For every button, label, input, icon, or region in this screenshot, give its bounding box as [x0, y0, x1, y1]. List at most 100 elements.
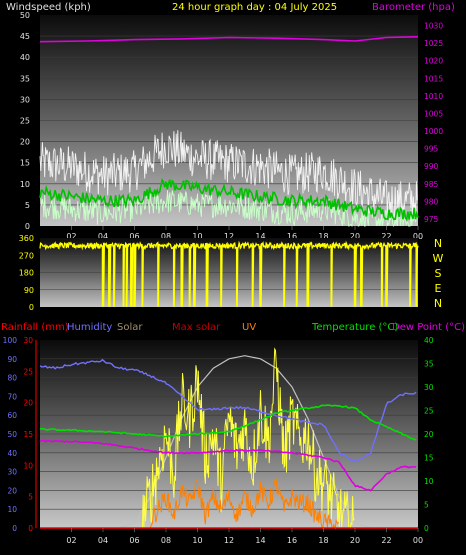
- x-tick-label: 18: [318, 232, 328, 241]
- tick-label: 1025: [424, 39, 443, 48]
- tick-label: 90: [7, 355, 17, 364]
- temperature-label: Temperature (°C): [311, 322, 398, 333]
- x-tick-label: 22: [381, 536, 391, 545]
- tick-label: 20: [424, 430, 434, 439]
- tick-label: 45: [20, 32, 30, 41]
- x-tick-label: 04: [98, 536, 108, 545]
- x-tick-label: 16: [287, 232, 297, 241]
- x-tick-label: 08: [161, 232, 171, 241]
- compass-label: W: [433, 252, 444, 265]
- x-tick-label: 12: [224, 232, 234, 241]
- tick-label: 975: [424, 215, 439, 224]
- barometer-axis-label: Barometer (hpa): [372, 2, 455, 13]
- tick-label: 1005: [424, 109, 443, 118]
- tick-label: 10: [424, 477, 434, 486]
- tick-label: 25: [20, 117, 30, 126]
- gust-series-line: [39, 130, 418, 222]
- tick-label: 360: [19, 234, 34, 243]
- tick-label: 30: [20, 95, 30, 104]
- tick-label: 40: [20, 53, 30, 62]
- humidity-label: Humidity: [67, 322, 112, 333]
- x-tick-label: 06: [129, 232, 139, 241]
- dew-point-label: Dew Point (°C): [392, 322, 465, 333]
- tick-label: 0: [424, 524, 429, 533]
- uv-series-line: [149, 477, 339, 530]
- wind-avg-series-line: [39, 177, 419, 222]
- tick-label: 995: [424, 145, 439, 154]
- x-tick-label: 02: [66, 536, 76, 545]
- x-tick-label: 16: [287, 536, 297, 545]
- tick-label: 0: [25, 222, 30, 231]
- x-tick-label: 20: [350, 536, 360, 545]
- x-tick-label: 06: [129, 536, 139, 545]
- solar-label: Solar: [117, 322, 143, 333]
- tick-label: 90: [24, 286, 34, 295]
- rainfall-label: Rainfall (mm): [1, 322, 69, 333]
- tick-label: 10: [7, 505, 17, 514]
- tick-label: 35: [424, 360, 434, 369]
- tick-label: 0: [29, 303, 34, 312]
- tick-label: 1010: [424, 92, 443, 101]
- tick-label: 1030: [424, 22, 443, 31]
- x-tick-label: 14: [255, 232, 265, 241]
- tick-label: 35: [20, 74, 30, 83]
- compass-label: N: [434, 297, 442, 310]
- compass-label: S: [435, 267, 442, 280]
- solar-series-line: [141, 347, 355, 529]
- tick-label: 1020: [424, 57, 443, 66]
- compass-label: E: [435, 282, 442, 295]
- x-tick-label: 18: [318, 536, 328, 545]
- tick-label: 980: [424, 197, 439, 206]
- wind-axis-label: Windspeed (kph): [6, 2, 91, 13]
- tick-label: 25: [424, 407, 434, 416]
- tick-label: 30: [23, 336, 33, 345]
- x-tick-label: 02: [66, 232, 76, 241]
- x-tick-label: 00: [413, 232, 423, 241]
- tick-label: 40: [7, 449, 17, 458]
- tick-label: 10: [20, 180, 30, 189]
- tick-label: 50: [7, 430, 17, 439]
- tick-label: 15: [424, 454, 434, 463]
- x-tick-label: 12: [224, 536, 234, 545]
- tick-label: 20: [20, 138, 30, 147]
- humidity-series-line: [39, 358, 417, 463]
- tick-label: 985: [424, 180, 439, 189]
- tick-label: 270: [19, 251, 34, 260]
- x-tick-label: 04: [98, 232, 108, 241]
- max-solar-series-line: [118, 355, 371, 529]
- compass-label: N: [434, 237, 442, 250]
- x-tick-label: 20: [350, 232, 360, 241]
- tick-label: 20: [7, 486, 17, 495]
- chart-title: 24 hour graph day : 04 July 2025: [172, 2, 337, 13]
- tick-label: 1000: [424, 127, 443, 136]
- tick-label: 40: [424, 336, 434, 345]
- tick-label: 180: [19, 269, 34, 278]
- uv-label: UV: [242, 322, 256, 333]
- temperature-series-line: [39, 404, 417, 441]
- tick-label: 10: [23, 461, 33, 470]
- tick-label: 0: [28, 524, 33, 533]
- tick-label: 70: [7, 392, 17, 401]
- x-tick-label: 00: [413, 536, 423, 545]
- tick-label: 990: [424, 162, 439, 171]
- tick-label: 5: [28, 493, 33, 502]
- dew-point-series-line: [39, 439, 417, 492]
- tick-label: 80: [7, 374, 17, 383]
- tick-label: 30: [424, 383, 434, 392]
- tick-label: 20: [23, 399, 33, 408]
- tick-label: 60: [7, 411, 17, 420]
- tick-label: 1015: [424, 74, 443, 83]
- barometer-series-line: [39, 36, 419, 43]
- tick-label: 5: [424, 501, 429, 510]
- tick-label: 25: [23, 367, 33, 376]
- direction-series-line: [39, 240, 419, 307]
- wind-speed-series-line: [39, 190, 418, 228]
- x-tick-label: 22: [381, 232, 391, 241]
- x-tick-label: 08: [161, 536, 171, 545]
- x-tick-label: 10: [192, 536, 202, 545]
- tick-label: 15: [20, 159, 30, 168]
- x-tick-label: 14: [255, 536, 265, 545]
- tick-label: 100: [3, 336, 18, 345]
- x-tick-label: 10: [192, 232, 202, 241]
